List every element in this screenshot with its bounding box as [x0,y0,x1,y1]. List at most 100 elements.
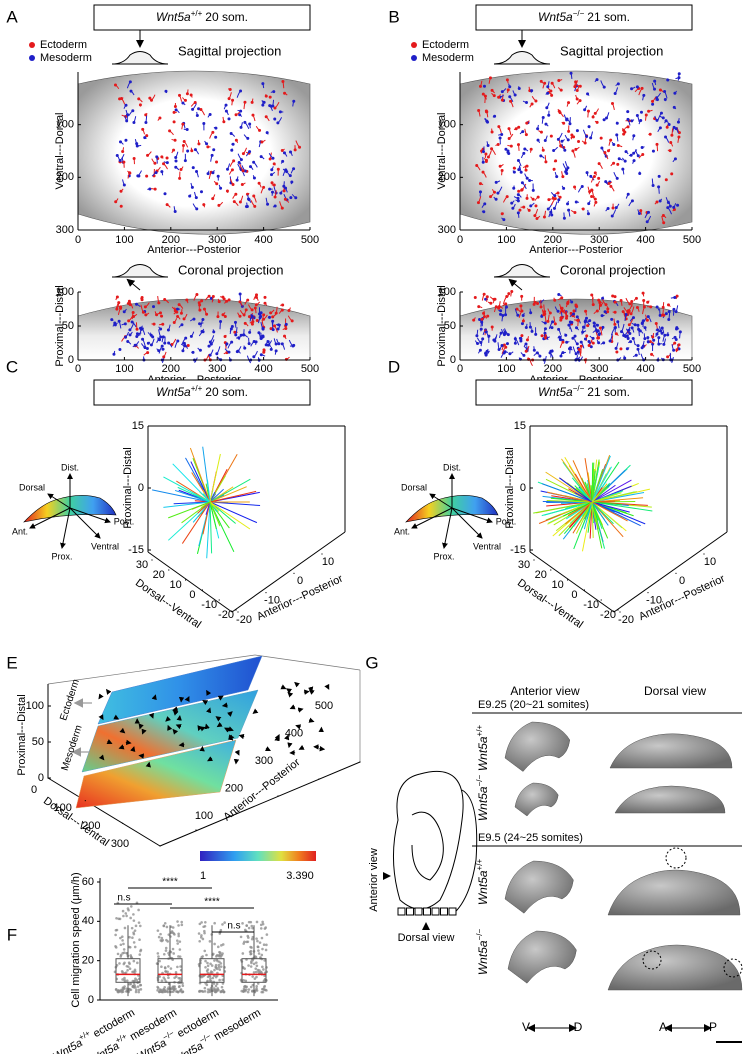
cell-position [209,296,213,300]
cell-position [271,319,275,323]
cell-position [240,183,244,187]
cell-position [178,176,182,180]
data-point [262,979,266,983]
velocity-vector [547,491,593,503]
data-point [219,962,223,965]
orientation-arrow [47,493,71,509]
cell-position [668,204,672,208]
cell-position [223,334,227,338]
cell-position [575,129,579,133]
cell-position [640,146,644,150]
cell-position [635,306,639,310]
cell-position [524,349,528,353]
data-point [171,985,175,989]
data-point [215,955,218,958]
cell-position [241,169,245,173]
dorsal-view [607,869,741,916]
cell-position [191,166,195,170]
cell-position [522,205,526,209]
cell-position [592,174,596,178]
cell-position [244,308,248,312]
cell-position [254,303,258,307]
cell-position [612,161,616,165]
cell-position [211,130,215,134]
y-axis-label: Proximal---Distal [436,285,448,366]
view-marker [422,922,430,930]
cell-position [631,316,635,320]
label: Post. [114,516,135,526]
cell-position [536,138,540,142]
data-point [203,990,207,993]
y-axis-label: Proximal---Distal [54,285,66,366]
projection-caption: Coronal projection [560,262,666,277]
velocity-vector [294,681,300,688]
panel-title: Wnt5a−/− 21 som. [538,9,630,25]
genotype: +/+ [191,384,203,393]
cell-position [273,195,277,199]
cell-position [173,309,177,313]
projection-caption: Sagittal projection [560,43,663,58]
cell-position [290,180,294,184]
tick-mark [277,795,279,797]
cell-position [131,109,135,113]
cell-position [293,148,297,152]
cell-position [651,102,655,106]
data-point [254,970,258,974]
cell-position [539,79,543,83]
cell-position [174,108,178,112]
cell-position [233,320,237,324]
cell-position [266,340,270,344]
cell-position [161,347,165,351]
ectoderm-surface [97,655,263,725]
cell-position [622,132,626,136]
panel-letter: G [365,653,378,672]
cell-position [259,336,263,340]
cell-position [548,351,552,355]
tissue: mesoderm [212,1007,263,1043]
cell-position [159,335,163,339]
velocity-vector [209,486,247,503]
cell-position [610,317,614,321]
velocity-vector [584,458,593,503]
cell-position [528,178,532,182]
cell-position [539,130,543,134]
cell-position [677,131,681,135]
legend-marker [411,42,417,48]
cell-position [288,174,292,178]
cell-position [161,335,165,339]
cell-position [582,325,586,329]
x-tick-label: 500 [683,234,701,246]
cell-position [206,172,210,176]
tick-mark [600,599,602,601]
data-point [176,939,179,942]
cell-position [565,314,569,318]
data-point [261,965,264,969]
cell-position [551,320,555,324]
z-tick-label: -15 [510,544,526,556]
cell-position [531,197,535,201]
data-point [255,985,258,988]
cell-position [561,175,565,179]
data-point [203,929,206,933]
velocity-vector [541,483,593,503]
velocity-vector [591,501,627,532]
layer-label: Ectoderm [58,678,82,722]
tick-mark [293,572,295,574]
velocity-vector [165,716,172,722]
data-point [221,943,225,946]
cell-position [640,346,644,350]
y-tick-label: 300 [111,838,129,850]
velocity-vector [176,715,182,721]
data-point [217,965,221,969]
tick-mark [235,609,237,611]
cell-position [664,135,668,139]
cell-position [517,125,521,129]
cell-position [660,326,664,330]
cell-position [605,116,609,120]
genotype: +/+ [77,1028,92,1042]
cell-position [634,353,638,357]
data-point [249,985,253,989]
cell-position [535,217,539,221]
significance-label: **** [204,897,220,908]
cell-position [216,174,220,178]
